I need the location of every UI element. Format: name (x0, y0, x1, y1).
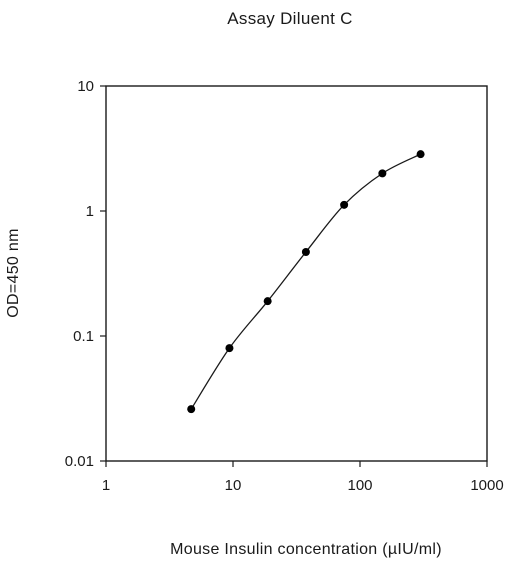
data-points (187, 150, 425, 414)
x-tick-label: 1000 (470, 477, 503, 494)
data-point (225, 344, 234, 353)
y-tick-label: 10 (77, 78, 94, 95)
y-axis-label: OD=450 nm (5, 228, 22, 317)
x-tick-label: 100 (347, 477, 372, 494)
x-axis-label: Mouse Insulin concentration (µIU/ml) (170, 541, 442, 558)
chart-title: Assay Diluent C (227, 9, 352, 28)
data-point (301, 247, 310, 256)
series-curve (190, 153, 421, 410)
x-axis: 1 10 100 1000 (102, 461, 504, 494)
plot-frame (105, 85, 488, 462)
data-point (263, 297, 272, 306)
y-tick-label: 1 (86, 203, 94, 220)
data-point (340, 200, 349, 209)
x-tick-label: 1 (102, 477, 110, 494)
data-point (187, 405, 196, 414)
data-point (416, 150, 425, 159)
y-tick-label: 0.01 (65, 453, 94, 470)
x-tick-label: 10 (225, 477, 242, 494)
y-axis: 0.01 0.1 1 10 (65, 78, 106, 470)
data-point (378, 169, 387, 178)
y-tick-label: 0.1 (73, 328, 94, 345)
